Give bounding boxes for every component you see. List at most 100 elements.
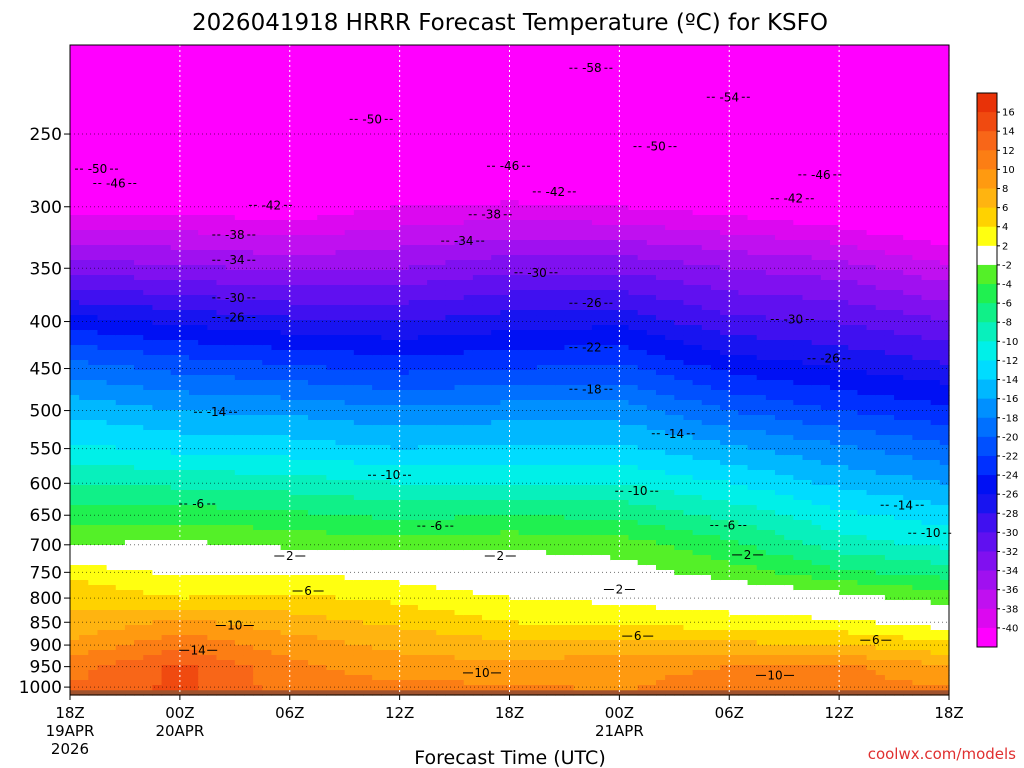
temperature-cell (399, 220, 410, 226)
temperature-cell (143, 600, 154, 606)
temperature-cell (344, 480, 355, 486)
temperature-cell (271, 370, 282, 376)
temperature-cell (381, 445, 392, 451)
temperature-cell (308, 405, 318, 411)
temperature-cell (399, 125, 410, 131)
temperature-cell (344, 215, 355, 221)
temperature-cell (207, 390, 218, 396)
temperature-cell (243, 650, 254, 656)
temperature-cell (170, 380, 181, 386)
temperature-cell (335, 265, 346, 271)
temperature-cell (399, 170, 410, 176)
temperature-cell (253, 650, 263, 656)
temperature-cell (335, 200, 346, 206)
temperature-cell (88, 110, 99, 116)
temperature-cell (198, 440, 208, 446)
temperature-cell (115, 495, 126, 501)
temperature-cell (106, 570, 117, 576)
temperature-cell (97, 585, 108, 591)
temperature-cell (344, 155, 355, 161)
temperature-cell (280, 90, 291, 96)
temperature-cell (170, 175, 181, 181)
temperature-cell (152, 345, 163, 351)
temperature-cell (88, 465, 99, 471)
temperature-cell (134, 445, 144, 451)
temperature-cell (161, 355, 172, 361)
temperature-cell (161, 275, 172, 281)
temperature-cell (363, 190, 373, 196)
temperature-cell (335, 565, 346, 571)
temperature-cell (234, 485, 245, 491)
temperature-cell (79, 225, 89, 231)
temperature-cell (88, 490, 99, 496)
temperature-cell (88, 475, 99, 481)
temperature-cell (335, 465, 346, 471)
temperature-cell (372, 215, 382, 221)
temperature-cell (381, 180, 392, 186)
temperature-cell (134, 545, 144, 551)
temperature-cell (88, 165, 99, 171)
temperature-cell (152, 675, 163, 681)
temperature-cell (179, 160, 190, 166)
temperature-cell (372, 345, 382, 351)
temperature-cell (216, 260, 227, 266)
temperature-cell (372, 665, 382, 671)
temperature-cell (198, 385, 208, 391)
temperature-cell (308, 625, 318, 631)
temperature-cell (408, 225, 419, 231)
temperature-cell (106, 315, 117, 321)
temperature-cell (88, 590, 99, 596)
temperature-cell (115, 65, 126, 71)
temperature-cell (225, 90, 236, 96)
temperature-cell (124, 360, 135, 366)
temperature-cell (417, 205, 428, 211)
temperature-cell (115, 410, 126, 416)
temperature-cell (280, 430, 291, 436)
temperature-cell (308, 120, 318, 126)
temperature-cell (115, 440, 126, 446)
temperature-cell (335, 180, 346, 186)
temperature-cell (381, 440, 392, 446)
temperature-cell (189, 230, 199, 236)
temperature-cell (152, 405, 163, 411)
temperature-cell (363, 265, 373, 271)
temperature-cell (262, 215, 273, 221)
temperature-cell (88, 430, 99, 436)
temperature-cell (106, 415, 117, 421)
temperature-cell (317, 515, 327, 521)
temperature-cell (170, 160, 181, 166)
temperature-cell (234, 135, 245, 141)
temperature-cell (363, 495, 373, 501)
temperature-cell (353, 475, 364, 481)
temperature-cell (70, 505, 80, 511)
temperature-cell (225, 415, 236, 421)
temperature-cell (216, 230, 227, 236)
temperature-cell (79, 115, 89, 121)
temperature-cell (161, 680, 172, 686)
temperature-cell (317, 465, 327, 471)
temperature-cell (115, 415, 126, 421)
temperature-cell (363, 640, 373, 646)
temperature-cell (372, 360, 382, 366)
temperature-cell (124, 290, 135, 296)
temperature-cell (216, 530, 227, 536)
temperature-cell (390, 185, 401, 191)
temperature-cell (143, 80, 154, 86)
temperature-cell (399, 100, 410, 106)
temperature-cell (106, 320, 117, 326)
temperature-cell (243, 360, 254, 366)
temperature-cell (79, 675, 89, 681)
temperature-cell (253, 260, 263, 266)
temperature-cell (106, 370, 117, 376)
temperature-cell (372, 325, 382, 331)
temperature-cell (234, 680, 245, 686)
temperature-cell (234, 530, 245, 536)
temperature-cell (97, 505, 108, 511)
temperature-cell (289, 630, 300, 636)
temperature-cell (225, 530, 236, 536)
temperature-cell (143, 50, 154, 56)
temperature-cell (308, 80, 318, 86)
temperature-cell (152, 605, 163, 611)
temperature-cell (143, 110, 154, 116)
temperature-cell (124, 105, 135, 111)
